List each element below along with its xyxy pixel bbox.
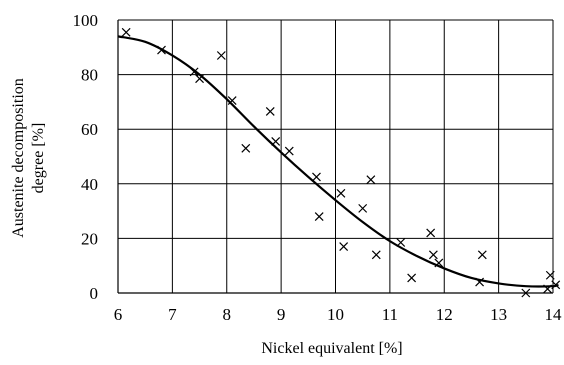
data-point-x-marker (551, 280, 561, 290)
data-point-x-marker (271, 137, 281, 146)
x-tick-label: 7 (168, 305, 177, 324)
data-points (121, 27, 561, 298)
y-tick-label: 100 (73, 11, 99, 30)
data-point-x-marker (265, 107, 275, 116)
data-point-x-marker (336, 188, 346, 198)
axis-labels: Nickel equivalent [%] Austenite decompos… (10, 78, 403, 357)
data-point-x-marker (312, 172, 321, 182)
data-point-x-marker (358, 203, 368, 213)
y-tick-label: 80 (81, 66, 98, 85)
data-point-x-marker (189, 67, 199, 77)
data-point-x-marker (314, 212, 324, 221)
data-point-x-marker (284, 146, 294, 156)
x-tick-label: 13 (490, 305, 507, 324)
x-tick-label: 6 (114, 305, 123, 324)
y-axis-title-line-2: degree [%] (30, 123, 47, 194)
y-tick-label: 60 (81, 120, 98, 139)
fit-curve-layer (117, 35, 559, 288)
data-point-x-marker (477, 250, 487, 260)
x-tick-label: 10 (327, 305, 344, 324)
x-tick-label: 8 (223, 305, 232, 324)
data-point-x-marker (241, 143, 251, 153)
data-point-x-marker (543, 284, 552, 294)
x-axis-title: Nickel equivalent [%] (261, 340, 402, 357)
x-tick-label: 11 (382, 305, 398, 324)
data-point-x-marker (545, 270, 555, 280)
data-point-x-marker (371, 250, 381, 260)
x-tick-label: 14 (545, 305, 563, 324)
data-point-x-marker (396, 238, 406, 247)
data-point-x-marker (475, 277, 485, 287)
data-point-x-marker (426, 228, 436, 238)
axes: 6 7 8 9 10 11 12 13 14 0 20 40 60 80 100 (73, 11, 563, 324)
data-point-x-marker (157, 45, 166, 55)
y-axis-title-line-1: Austenite decomposition (10, 78, 27, 238)
data-point-x-marker (195, 74, 204, 84)
grid-lines (118, 19, 554, 293)
data-point-x-marker (339, 242, 349, 252)
x-tick-label: 12 (436, 305, 453, 324)
data-point-x-marker (366, 175, 376, 185)
x-tick-label: 9 (277, 305, 286, 324)
data-point-x-marker (407, 273, 417, 283)
data-point-x-marker (428, 250, 438, 260)
fit-curve (117, 35, 559, 288)
data-point-x-marker (121, 27, 131, 37)
data-point-x-marker (227, 96, 237, 105)
data-point-x-marker (434, 258, 444, 268)
y-tick-label: 40 (81, 175, 98, 194)
y-tick-label: 20 (81, 229, 98, 248)
y-tick-label: 0 (90, 284, 99, 303)
data-point-x-marker (216, 51, 226, 60)
